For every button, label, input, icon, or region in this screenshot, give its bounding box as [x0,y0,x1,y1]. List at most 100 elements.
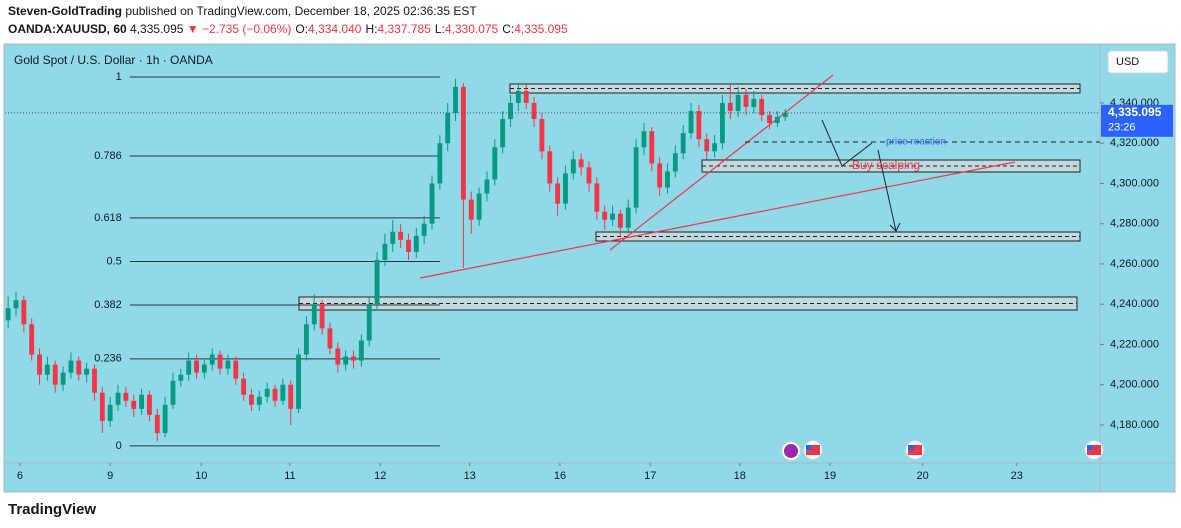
y-tick-label: 4,280.000 [1110,218,1159,230]
candle-body [484,179,490,194]
candle-body [759,98,765,116]
candle-body [311,304,317,325]
price: 4,335.095 [130,22,184,36]
candle-body [782,112,788,118]
candle-body [523,90,529,103]
x-tick-label: 16 [554,470,566,482]
fib-label: 0.5 [107,255,122,267]
brand: TradingView [8,501,96,518]
candle-body [602,211,608,220]
ohlc-value: 4,334.040 [308,22,362,36]
change: ▼ −2.735 (−0.06%) [186,22,292,36]
candle-body [578,159,584,168]
candle-body [170,380,176,405]
countdown: 23:26 [1108,122,1136,134]
candle-body [421,223,427,236]
candle-body [460,86,466,200]
y-tick-label: 4,220.000 [1110,338,1159,350]
currency: USD [1116,56,1139,68]
x-tick-label: 12 [374,470,386,482]
candle-body [52,364,58,385]
candle-body [264,388,270,397]
author: Steven-GoldTrading [8,4,123,18]
candle-body [296,354,302,409]
y-tick-label: 4,320.000 [1110,137,1159,149]
chart-title: Gold Spot / U.S. Dollar · 1h · OANDA [14,53,213,67]
candle-body [272,388,278,401]
ohlc-label: C: [502,22,515,36]
candle-body [5,308,11,321]
y-tick-label: 4,240.000 [1110,298,1159,310]
candle-body [672,153,678,172]
candle-body [570,159,576,174]
candle-body [406,239,411,252]
ohlc: O:4,334.040 H:4,337.785 L:4,330.075 C:4,335… [291,22,567,36]
candle-body [704,139,710,152]
quote-line: OANDA:XAUUSD, 60 4,335.095 ▼ −2.735 (−0.… [8,22,568,36]
fib-label: 0 [116,440,122,452]
candle-body [327,328,333,349]
candle-body [256,396,262,405]
candle-body [665,171,670,188]
published: published on TradingView.com, December 1… [125,4,477,18]
x-tick-label: 19 [824,470,836,482]
x-tick-label: 23 [1011,470,1023,482]
candle-body [531,102,537,120]
candle-body [539,119,545,152]
fib-label: 1 [116,71,122,83]
candle-body [390,231,396,244]
fib-label: 0.786 [94,150,122,162]
candle-body [209,354,215,365]
candle-body [178,374,184,381]
candle-body [319,304,325,329]
candle-body [162,404,168,434]
candle-body [68,360,74,373]
candle-body [84,368,90,375]
ohlc-value: 4,337.785 [377,22,431,36]
candle-body [649,131,655,164]
path-arrow [821,119,873,167]
candle-body [437,143,443,184]
candle-body [194,360,199,373]
candle-body [374,259,380,305]
y-tick-label: 4,260.000 [1110,258,1159,270]
candle-body [657,163,663,188]
candle-body [429,183,435,224]
zone [509,83,1081,94]
candle-body [633,147,639,208]
candle-body [139,394,145,409]
arrow-head [889,222,901,232]
annotation: Buy scalping [852,158,920,172]
x-tick-label: 10 [195,470,207,482]
symbol: OANDA:XAUUSD, 60 [8,22,127,36]
candle-body [712,143,718,152]
candle-body [131,400,137,409]
candle-body [21,300,27,325]
candle-body [610,213,615,220]
x-tick-label: 18 [734,470,746,482]
candle-body [625,207,631,228]
candle-body [617,213,623,228]
candle-body [594,183,600,212]
candle-body [413,235,419,252]
candle-body [351,356,356,361]
event-icon [803,440,823,460]
candle-body [641,131,647,148]
last-price-box [1101,104,1173,137]
candle-body [343,356,349,365]
path-arrow [877,149,897,232]
candle-body [720,102,725,144]
candle-body [398,231,404,240]
candle-body [688,111,694,134]
candle-body [453,86,458,114]
chart-panel [3,43,1176,493]
candle-body [107,404,113,421]
candle-body [217,354,223,369]
candle-body [233,360,239,379]
candle-body [500,119,506,148]
trendline [609,74,834,251]
publish-line: Steven-GoldTrading published on TradingV… [8,4,477,18]
candle-body [146,394,152,415]
x-tick-label: 6 [17,470,23,482]
